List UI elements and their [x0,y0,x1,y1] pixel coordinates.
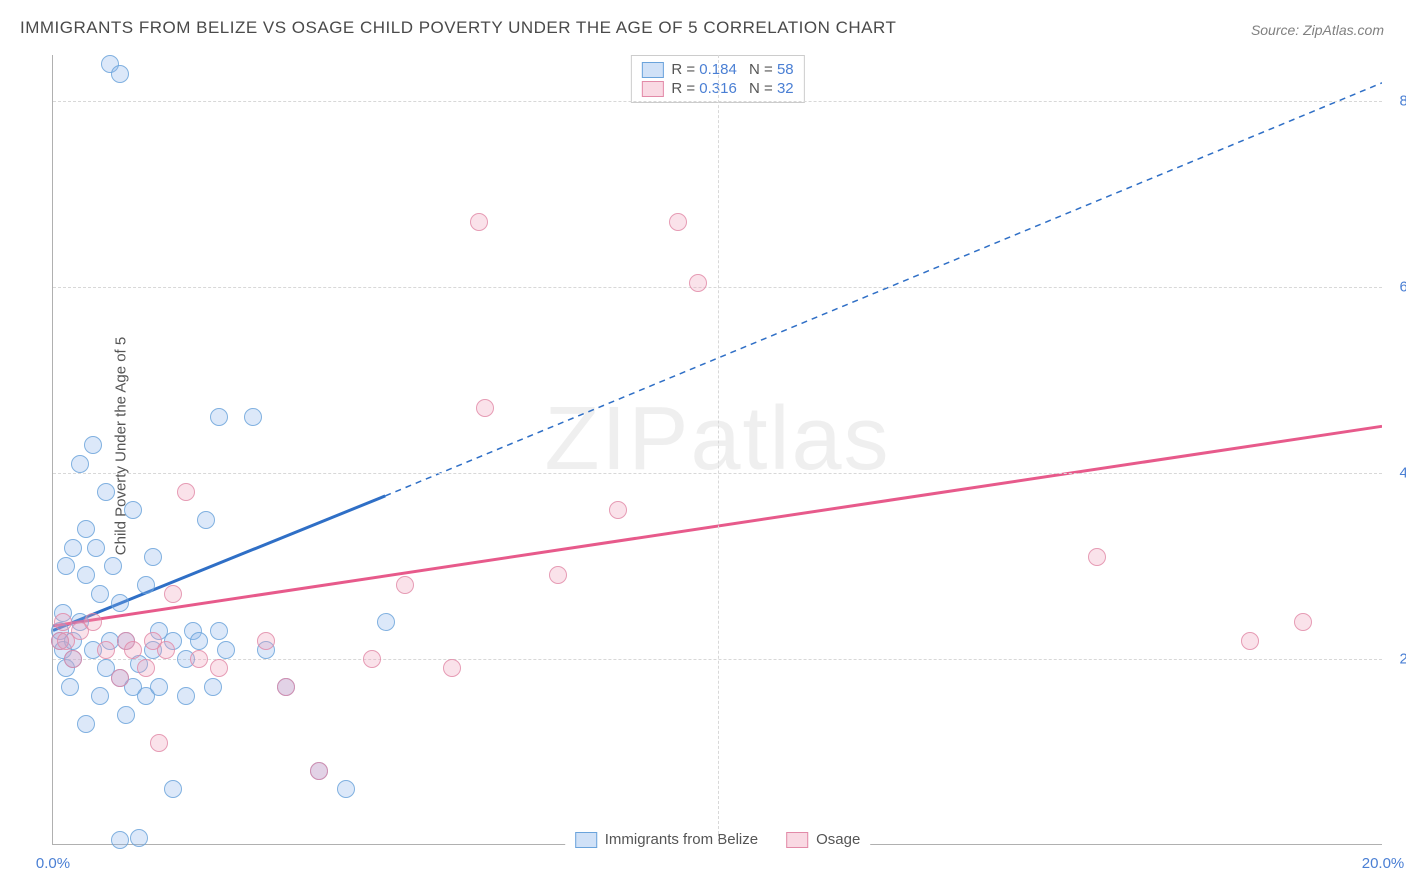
scatter-point [177,483,195,501]
scatter-point [91,687,109,705]
scatter-point [609,501,627,519]
scatter-point [64,539,82,557]
scatter-point [87,539,105,557]
scatter-point [549,566,567,584]
scatter-point [164,585,182,603]
n-value-series2: 32 [777,80,794,97]
scatter-point [54,613,72,631]
legend-swatch-series1 [575,832,597,848]
legend-item-series1: Immigrants from Belize [575,831,758,848]
y-tick-label: 80.0% [1390,93,1406,110]
swatch-series2 [641,81,663,97]
scatter-point [111,831,129,849]
legend-item-series2: Osage [786,831,860,848]
scatter-point [396,576,414,594]
scatter-point [111,65,129,83]
y-tick-label: 40.0% [1390,465,1406,482]
n-value-series1: 58 [777,61,794,78]
scatter-point [190,632,208,650]
scatter-point [130,829,148,847]
legend-swatch-series2 [786,832,808,848]
gridline-v [718,55,719,844]
swatch-series1 [641,62,663,78]
scatter-point [1241,632,1259,650]
scatter-point [476,399,494,417]
scatter-point [1088,548,1106,566]
x-tick-label: 20.0% [1362,855,1405,872]
scatter-point [117,706,135,724]
scatter-point [97,483,115,501]
scatter-point [470,213,488,231]
scatter-point [57,557,75,575]
scatter-point [443,659,461,677]
scatter-point [257,632,275,650]
scatter-point [210,659,228,677]
scatter-point [77,715,95,733]
scatter-point [97,641,115,659]
scatter-point [210,408,228,426]
scatter-point [111,669,129,687]
scatter-point [104,557,122,575]
legend-label-series1: Immigrants from Belize [605,831,758,848]
plot-area: ZIPatlas R = 0.184 N = 58 R = 0.316 N = … [52,55,1382,845]
source-attribution: Source: ZipAtlas.com [1251,22,1384,38]
scatter-point [71,455,89,473]
scatter-point [157,641,175,659]
scatter-point [197,511,215,529]
scatter-point [84,613,102,631]
scatter-point [61,678,79,696]
scatter-point [210,622,228,640]
scatter-point [150,734,168,752]
scatter-point [144,548,162,566]
scatter-point [204,678,222,696]
scatter-point [310,762,328,780]
chart-title: IMMIGRANTS FROM BELIZE VS OSAGE CHILD PO… [20,18,896,38]
scatter-point [669,213,687,231]
scatter-point [124,501,142,519]
legend-label-series2: Osage [816,831,860,848]
scatter-point [64,650,82,668]
scatter-point [277,678,295,696]
scatter-point [150,678,168,696]
scatter-point [689,274,707,292]
scatter-point [137,576,155,594]
scatter-point [91,585,109,603]
scatter-point [164,780,182,798]
scatter-point [377,613,395,631]
scatter-point [244,408,262,426]
scatter-point [363,650,381,668]
scatter-point [124,641,142,659]
scatter-point [1294,613,1312,631]
scatter-point [177,687,195,705]
scatter-point [77,520,95,538]
y-tick-label: 20.0% [1390,651,1406,668]
scatter-point [190,650,208,668]
scatter-point [217,641,235,659]
scatter-point [84,436,102,454]
x-tick-label: 0.0% [36,855,70,872]
scatter-point [77,566,95,584]
scatter-point [337,780,355,798]
scatter-point [137,659,155,677]
scatter-point [111,594,129,612]
y-tick-label: 60.0% [1390,279,1406,296]
